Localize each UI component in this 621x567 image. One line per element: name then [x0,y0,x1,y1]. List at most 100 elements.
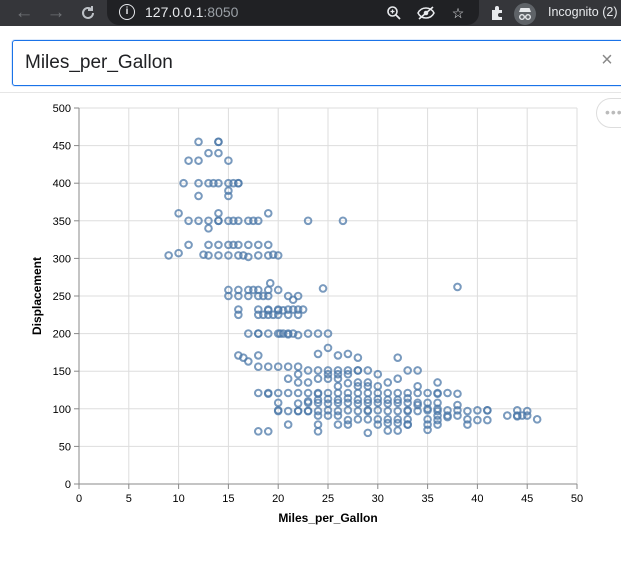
data-point[interactable] [234,251,243,260]
data-point[interactable] [433,420,442,429]
data-point[interactable] [423,415,432,424]
data-point[interactable] [353,366,363,375]
data-point[interactable] [253,310,263,320]
data-point[interactable] [214,178,223,188]
data-point[interactable] [413,400,422,410]
data-point[interactable] [303,378,313,387]
data-point[interactable] [273,285,283,295]
extensions-icon[interactable] [487,2,509,24]
data-point[interactable] [293,330,303,340]
data-point[interactable] [224,240,233,250]
data-point[interactable] [453,389,462,399]
data-point[interactable] [234,305,243,314]
incognito-avatar-icon[interactable] [514,3,536,25]
tracking-protection-icon[interactable] [416,3,436,23]
address-bar[interactable]: i 127.0.0.1:8050 ☆ [107,0,479,25]
data-point[interactable] [283,420,293,429]
data-point[interactable] [298,305,308,314]
data-point[interactable] [313,366,323,375]
data-point[interactable] [313,374,323,384]
data-point[interactable] [273,310,283,320]
forward-icon[interactable]: → [46,2,66,23]
data-point[interactable] [383,378,393,387]
data-point[interactable] [403,398,412,408]
data-point[interactable] [403,388,412,398]
data-point[interactable] [303,398,313,408]
data-point[interactable] [338,216,348,226]
data-point[interactable] [204,148,213,158]
reload-icon[interactable] [74,0,102,26]
data-point[interactable] [303,329,313,338]
data-point[interactable] [224,191,233,201]
data-point[interactable] [323,329,333,338]
data-point[interactable] [244,252,253,262]
data-point[interactable] [263,362,273,371]
data-point[interactable] [214,216,223,226]
data-point[interactable] [194,137,203,147]
data-point[interactable] [323,366,333,375]
data-point[interactable] [283,310,293,320]
data-point[interactable] [283,305,293,314]
data-point[interactable] [293,305,303,314]
data-point[interactable] [214,251,223,260]
data-point[interactable] [313,398,323,408]
data-point[interactable] [293,362,303,371]
data-point[interactable] [184,240,193,250]
data-point[interactable] [373,369,383,379]
data-point[interactable] [353,415,363,424]
data-point[interactable] [343,420,353,429]
data-point[interactable] [313,406,323,416]
data-point[interactable] [194,191,203,201]
data-point[interactable] [313,349,323,359]
data-point[interactable] [275,329,285,338]
data-point[interactable] [184,156,193,165]
data-point[interactable] [303,216,313,226]
data-point[interactable] [244,240,253,250]
site-info-icon[interactable]: i [119,4,135,20]
data-point[interactable] [433,404,442,414]
data-point[interactable] [383,395,393,405]
data-point[interactable] [413,381,422,391]
data-point[interactable] [393,406,403,416]
data-point[interactable] [283,330,293,339]
data-point[interactable] [214,148,223,158]
data-point[interactable] [473,415,482,425]
data-point[interactable] [244,357,253,366]
data-point[interactable] [293,369,303,379]
data-point[interactable] [249,285,258,295]
data-point[interactable] [224,291,233,301]
data-point[interactable] [263,427,273,436]
data-point[interactable] [423,388,432,398]
bookmark-star-icon[interactable]: ☆ [451,4,465,21]
data-point[interactable] [184,216,193,226]
data-point[interactable] [373,394,383,404]
data-point[interactable] [433,415,442,425]
data-point[interactable] [333,420,343,429]
data-point[interactable] [283,374,293,384]
data-point[interactable] [383,415,393,424]
data-point[interactable] [288,329,298,338]
data-point[interactable] [423,404,432,414]
data-point[interactable] [258,310,268,320]
data-point[interactable] [363,366,373,375]
data-point[interactable] [517,411,527,420]
data-point[interactable] [234,291,243,301]
data-point[interactable] [333,398,343,408]
data-point[interactable] [263,388,273,398]
data-point[interactable] [318,284,328,293]
data-point[interactable] [343,393,353,403]
search-field[interactable] [12,40,621,86]
data-point[interactable] [323,394,333,404]
data-point[interactable] [333,381,343,391]
data-point[interactable] [263,208,273,218]
data-point[interactable] [293,378,303,387]
data-point[interactable] [303,388,313,398]
data-point[interactable] [353,406,363,416]
data-point[interactable] [293,388,303,398]
data-point[interactable] [333,411,343,420]
data-point[interactable] [483,415,492,425]
data-point[interactable] [343,398,353,408]
data-point[interactable] [343,366,353,375]
data-point[interactable] [268,250,278,259]
data-point[interactable] [393,398,403,408]
